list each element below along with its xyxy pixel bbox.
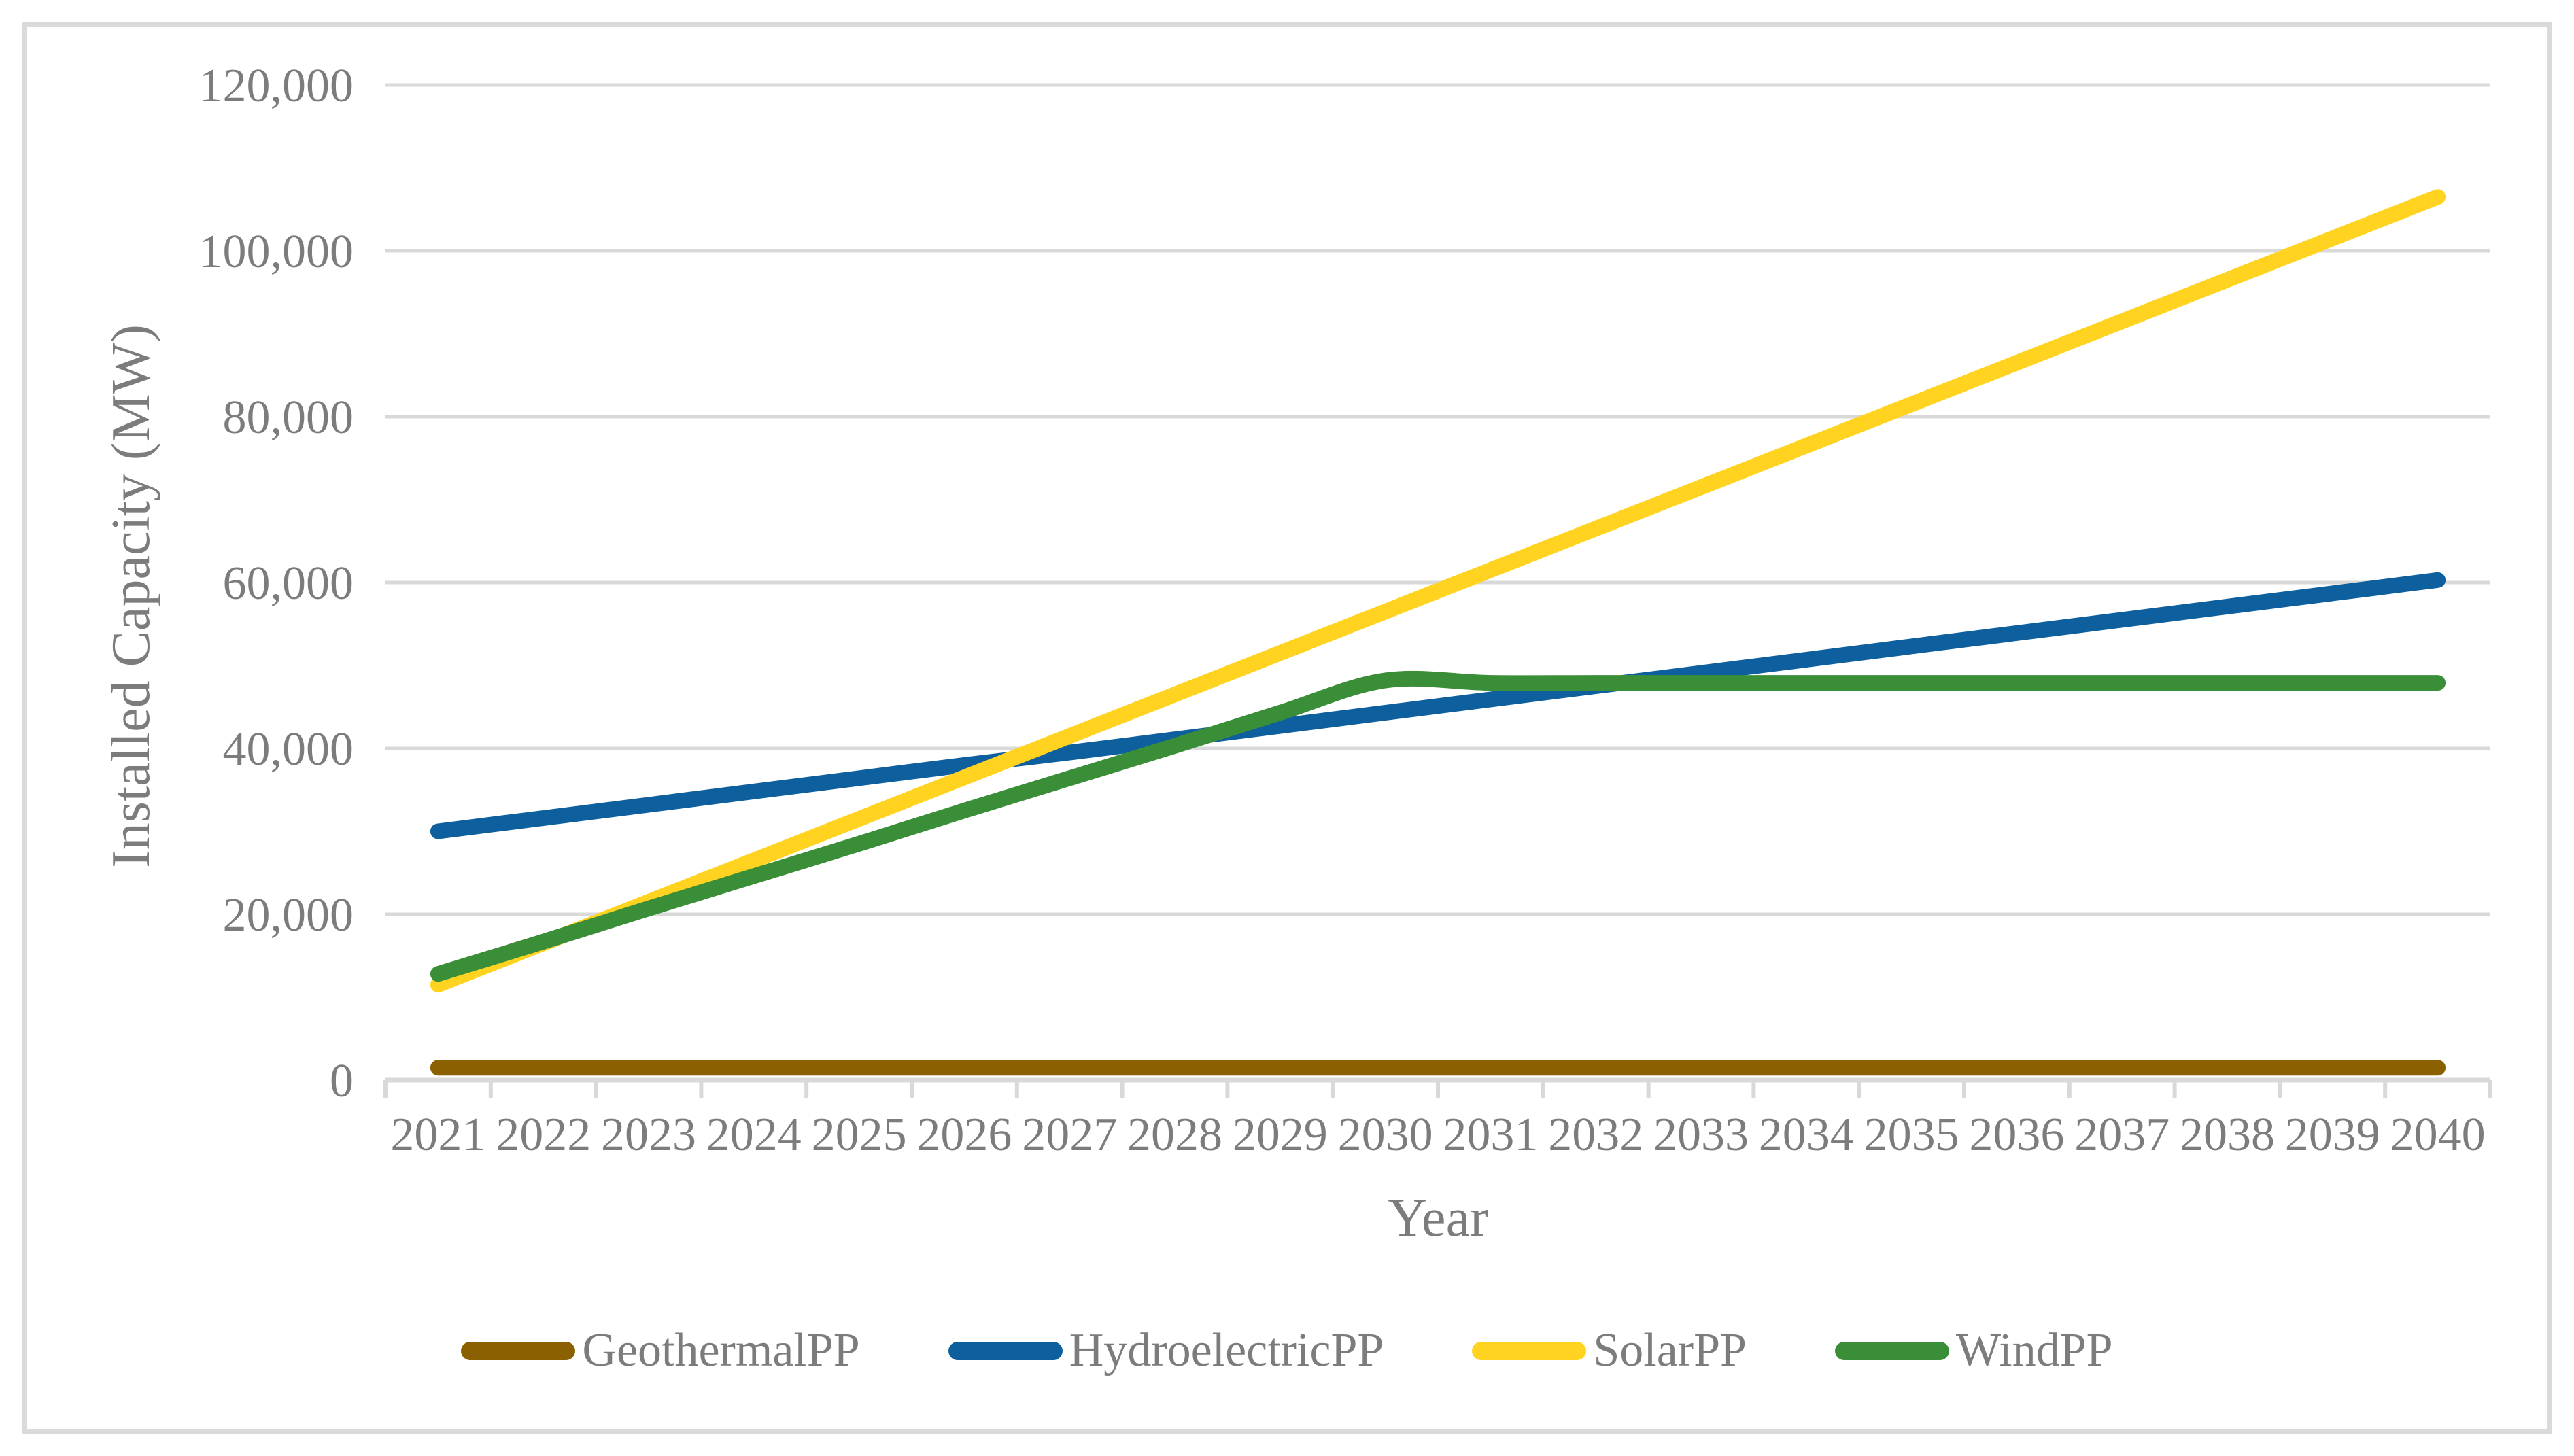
x-tick-label: 2039 [2285,1109,2380,1161]
x-tick-label: 2028 [1127,1109,1222,1161]
legend-label: WindPP [1955,1324,2113,1376]
y-tick-label: 120,000 [199,60,354,112]
y-tick-label: 60,000 [223,557,354,610]
hydroelectric-line-swatch [948,1341,1063,1360]
x-tick-label: 2035 [1864,1109,1959,1161]
y-tick-label: 20,000 [223,889,354,941]
x-tick-label: 2026 [916,1109,1012,1161]
x-tick-label: 2025 [812,1109,907,1161]
x-tick-label: 2034 [1759,1109,1854,1161]
x-tick-label: 2030 [1338,1109,1433,1161]
x-tick-label: 2022 [496,1109,591,1161]
x-tick-label: 2031 [1443,1109,1538,1161]
legend-label: HydroelectricPP [1069,1324,1384,1376]
x-tick-label: 2036 [1969,1109,2064,1161]
x-tick-label: 2038 [2180,1109,2275,1161]
x-tick-label: 2029 [1233,1109,1328,1161]
legend-item-hydroelectric: HydroelectricPP [948,1327,1384,1374]
series-line-hydroelectricpp [430,572,2446,839]
y-axis-title: Installed Capacity (MW) [101,324,161,868]
x-axis-title: Year [1388,1188,1488,1248]
geothermal-line-swatch [461,1341,576,1360]
x-tick-label: 2040 [2390,1109,2486,1161]
legend-label: SolarPP [1593,1324,1747,1376]
x-tick-label: 2032 [1548,1109,1643,1161]
legend-item-geothermal: GeothermalPP [461,1324,860,1376]
y-tick-label: 100,000 [199,226,354,278]
legend-item-wind: WindPP [1834,1324,2113,1376]
x-tick-label: 2033 [1653,1109,1749,1161]
legend-item-solar: SolarPP [1472,1327,1747,1374]
y-tick-label: 80,000 [223,392,354,444]
x-tick-label: 2037 [2074,1109,2169,1161]
wind-line-swatch [1834,1341,1949,1360]
x-tick-label: 2021 [390,1109,485,1161]
x-tick-label: 2024 [706,1109,802,1161]
series-line-solarpp [430,189,2446,993]
y-tick-label: 40,000 [223,723,354,776]
legend-label: GeothermalPP [582,1324,860,1376]
solar-line-swatch [1472,1341,1587,1360]
x-tick-label: 2027 [1022,1109,1117,1161]
y-tick-label: 0 [330,1055,354,1107]
series-line-windpp [430,670,2446,982]
x-tick-label: 2023 [601,1109,696,1161]
legend: GeothermalPP HydroelectricPP SolarPP Win… [0,1327,2574,1374]
